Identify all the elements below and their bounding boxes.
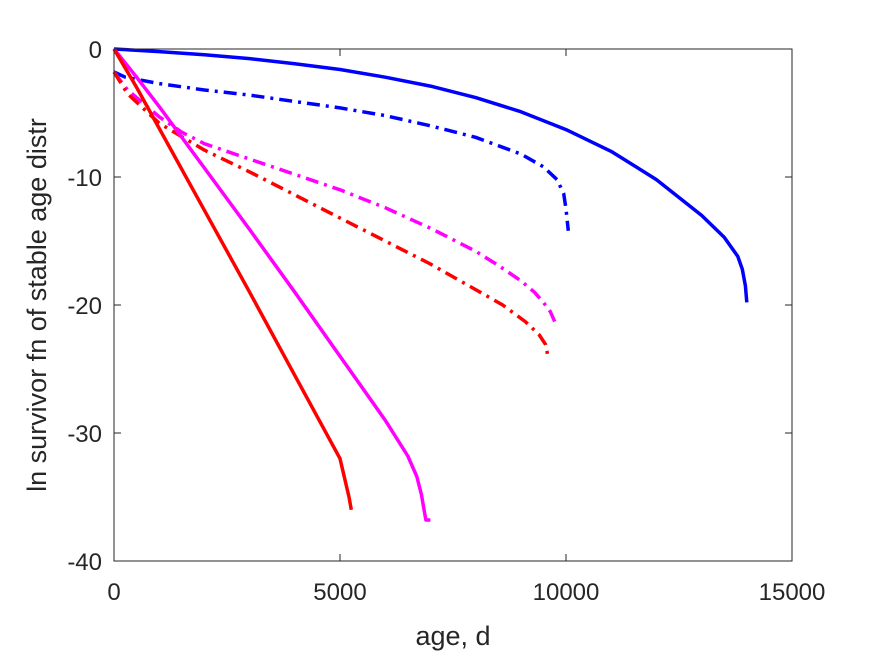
series-line-6 — [112, 48, 354, 511]
series-line-5 — [112, 47, 431, 522]
y-tick-label: -30 — [67, 421, 102, 448]
y-tick-label: -10 — [67, 165, 102, 192]
plot-area — [114, 49, 792, 561]
series-line-1 — [113, 47, 749, 303]
y-axis-label: ln survivor fn of stable age distr — [22, 118, 52, 492]
series-line-4 — [112, 71, 550, 357]
x-axis-label: age, d — [415, 621, 490, 651]
x-tick-label: 5000 — [313, 579, 366, 606]
x-tick-label: 10000 — [533, 579, 600, 606]
y-tick-label: -40 — [67, 549, 102, 576]
series-line-2 — [113, 70, 571, 231]
series-layer — [112, 47, 749, 522]
tick-layer: 0 5000 10000 15000 0 -10 -20 -30 -40 — [67, 37, 825, 606]
series-line-3 — [112, 70, 557, 323]
y-tick-label: 0 — [89, 37, 102, 64]
y-tick-label: -20 — [67, 293, 102, 320]
x-tick-label: 0 — [107, 579, 120, 606]
x-tick-label: 15000 — [759, 579, 826, 606]
